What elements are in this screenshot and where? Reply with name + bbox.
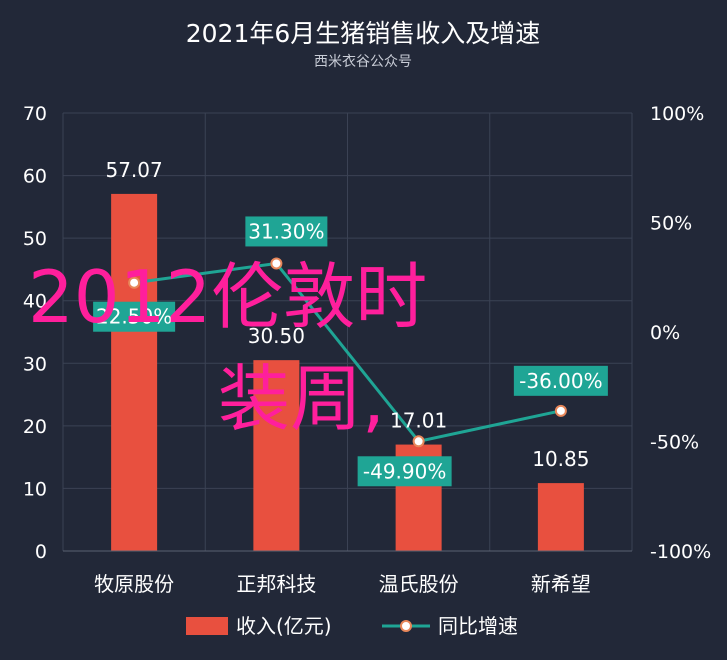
y-left-tick-label: 0 bbox=[35, 541, 47, 563]
gridlines bbox=[62, 112, 633, 552]
x-tick-label: 正邦科技 bbox=[236, 572, 316, 596]
bar bbox=[537, 483, 584, 551]
line-series bbox=[128, 257, 567, 448]
x-tick-label: 新希望 bbox=[531, 572, 591, 596]
bar-value-label: 57.07 bbox=[105, 158, 162, 182]
line-point bbox=[270, 257, 283, 270]
y-left-tick-label: 40 bbox=[23, 291, 47, 313]
bar-value-label: 10.85 bbox=[532, 447, 589, 471]
legend-line-label: 同比增速 bbox=[438, 614, 518, 638]
y-right-tick-label: -50% bbox=[650, 432, 699, 454]
chart-title: 2021年6月生猪销售收入及增速 bbox=[186, 19, 541, 48]
data-labels: 57.07 30.50 17.01 10.85 22.50% 31.30% -49.90% -… bbox=[93, 158, 608, 487]
line-badge bbox=[93, 301, 176, 332]
y-right-tick-label: -100% bbox=[650, 541, 711, 563]
line-point bbox=[128, 276, 141, 289]
line-badge-label: 31.30% bbox=[248, 219, 324, 243]
x-tick-label: 牧原股份 bbox=[94, 572, 174, 596]
x-tick-label: 温氏股份 bbox=[379, 572, 459, 596]
bar bbox=[253, 360, 300, 551]
legend[interactable]: 收入(亿元) 同比增速 bbox=[186, 614, 518, 638]
bar-series bbox=[111, 193, 584, 552]
line-point bbox=[412, 435, 425, 448]
y-left-tick-label: 20 bbox=[23, 416, 47, 438]
line-badge bbox=[357, 456, 452, 487]
axes: 0 10 20 30 40 50 60 70 -100% -50% 0% 50% 100% 牧原股份 正邦科… bbox=[23, 103, 711, 596]
y-right-tick-label: 100% bbox=[650, 103, 704, 125]
y-left-tick-label: 10 bbox=[23, 478, 47, 500]
bar bbox=[111, 193, 158, 552]
y-left-tick-label: 70 bbox=[23, 103, 47, 125]
line-badge bbox=[513, 365, 608, 396]
line-badge-label: -49.90% bbox=[363, 459, 446, 483]
y-right-tick-label: 0% bbox=[650, 322, 680, 344]
line-point bbox=[554, 404, 567, 417]
legend-bar-swatch bbox=[186, 617, 228, 635]
y-left-tick-label: 60 bbox=[23, 166, 47, 188]
bar-value-label: 17.01 bbox=[390, 409, 447, 433]
line-badge bbox=[245, 216, 328, 247]
legend-bar-label: 收入(亿元) bbox=[236, 614, 332, 638]
y-right-tick-label: 50% bbox=[650, 213, 692, 235]
line-badge-label: -36.00% bbox=[519, 369, 602, 393]
bar-value-label: 30.50 bbox=[248, 324, 305, 348]
chart-subtitle: 西米衣谷公众号 bbox=[314, 54, 412, 70]
line-badge-label: 22.50% bbox=[96, 305, 172, 329]
legend-line-marker bbox=[400, 620, 412, 632]
line-path bbox=[133, 261, 562, 443]
y-left-tick-label: 30 bbox=[23, 353, 47, 375]
y-left-tick-label: 50 bbox=[23, 228, 47, 250]
